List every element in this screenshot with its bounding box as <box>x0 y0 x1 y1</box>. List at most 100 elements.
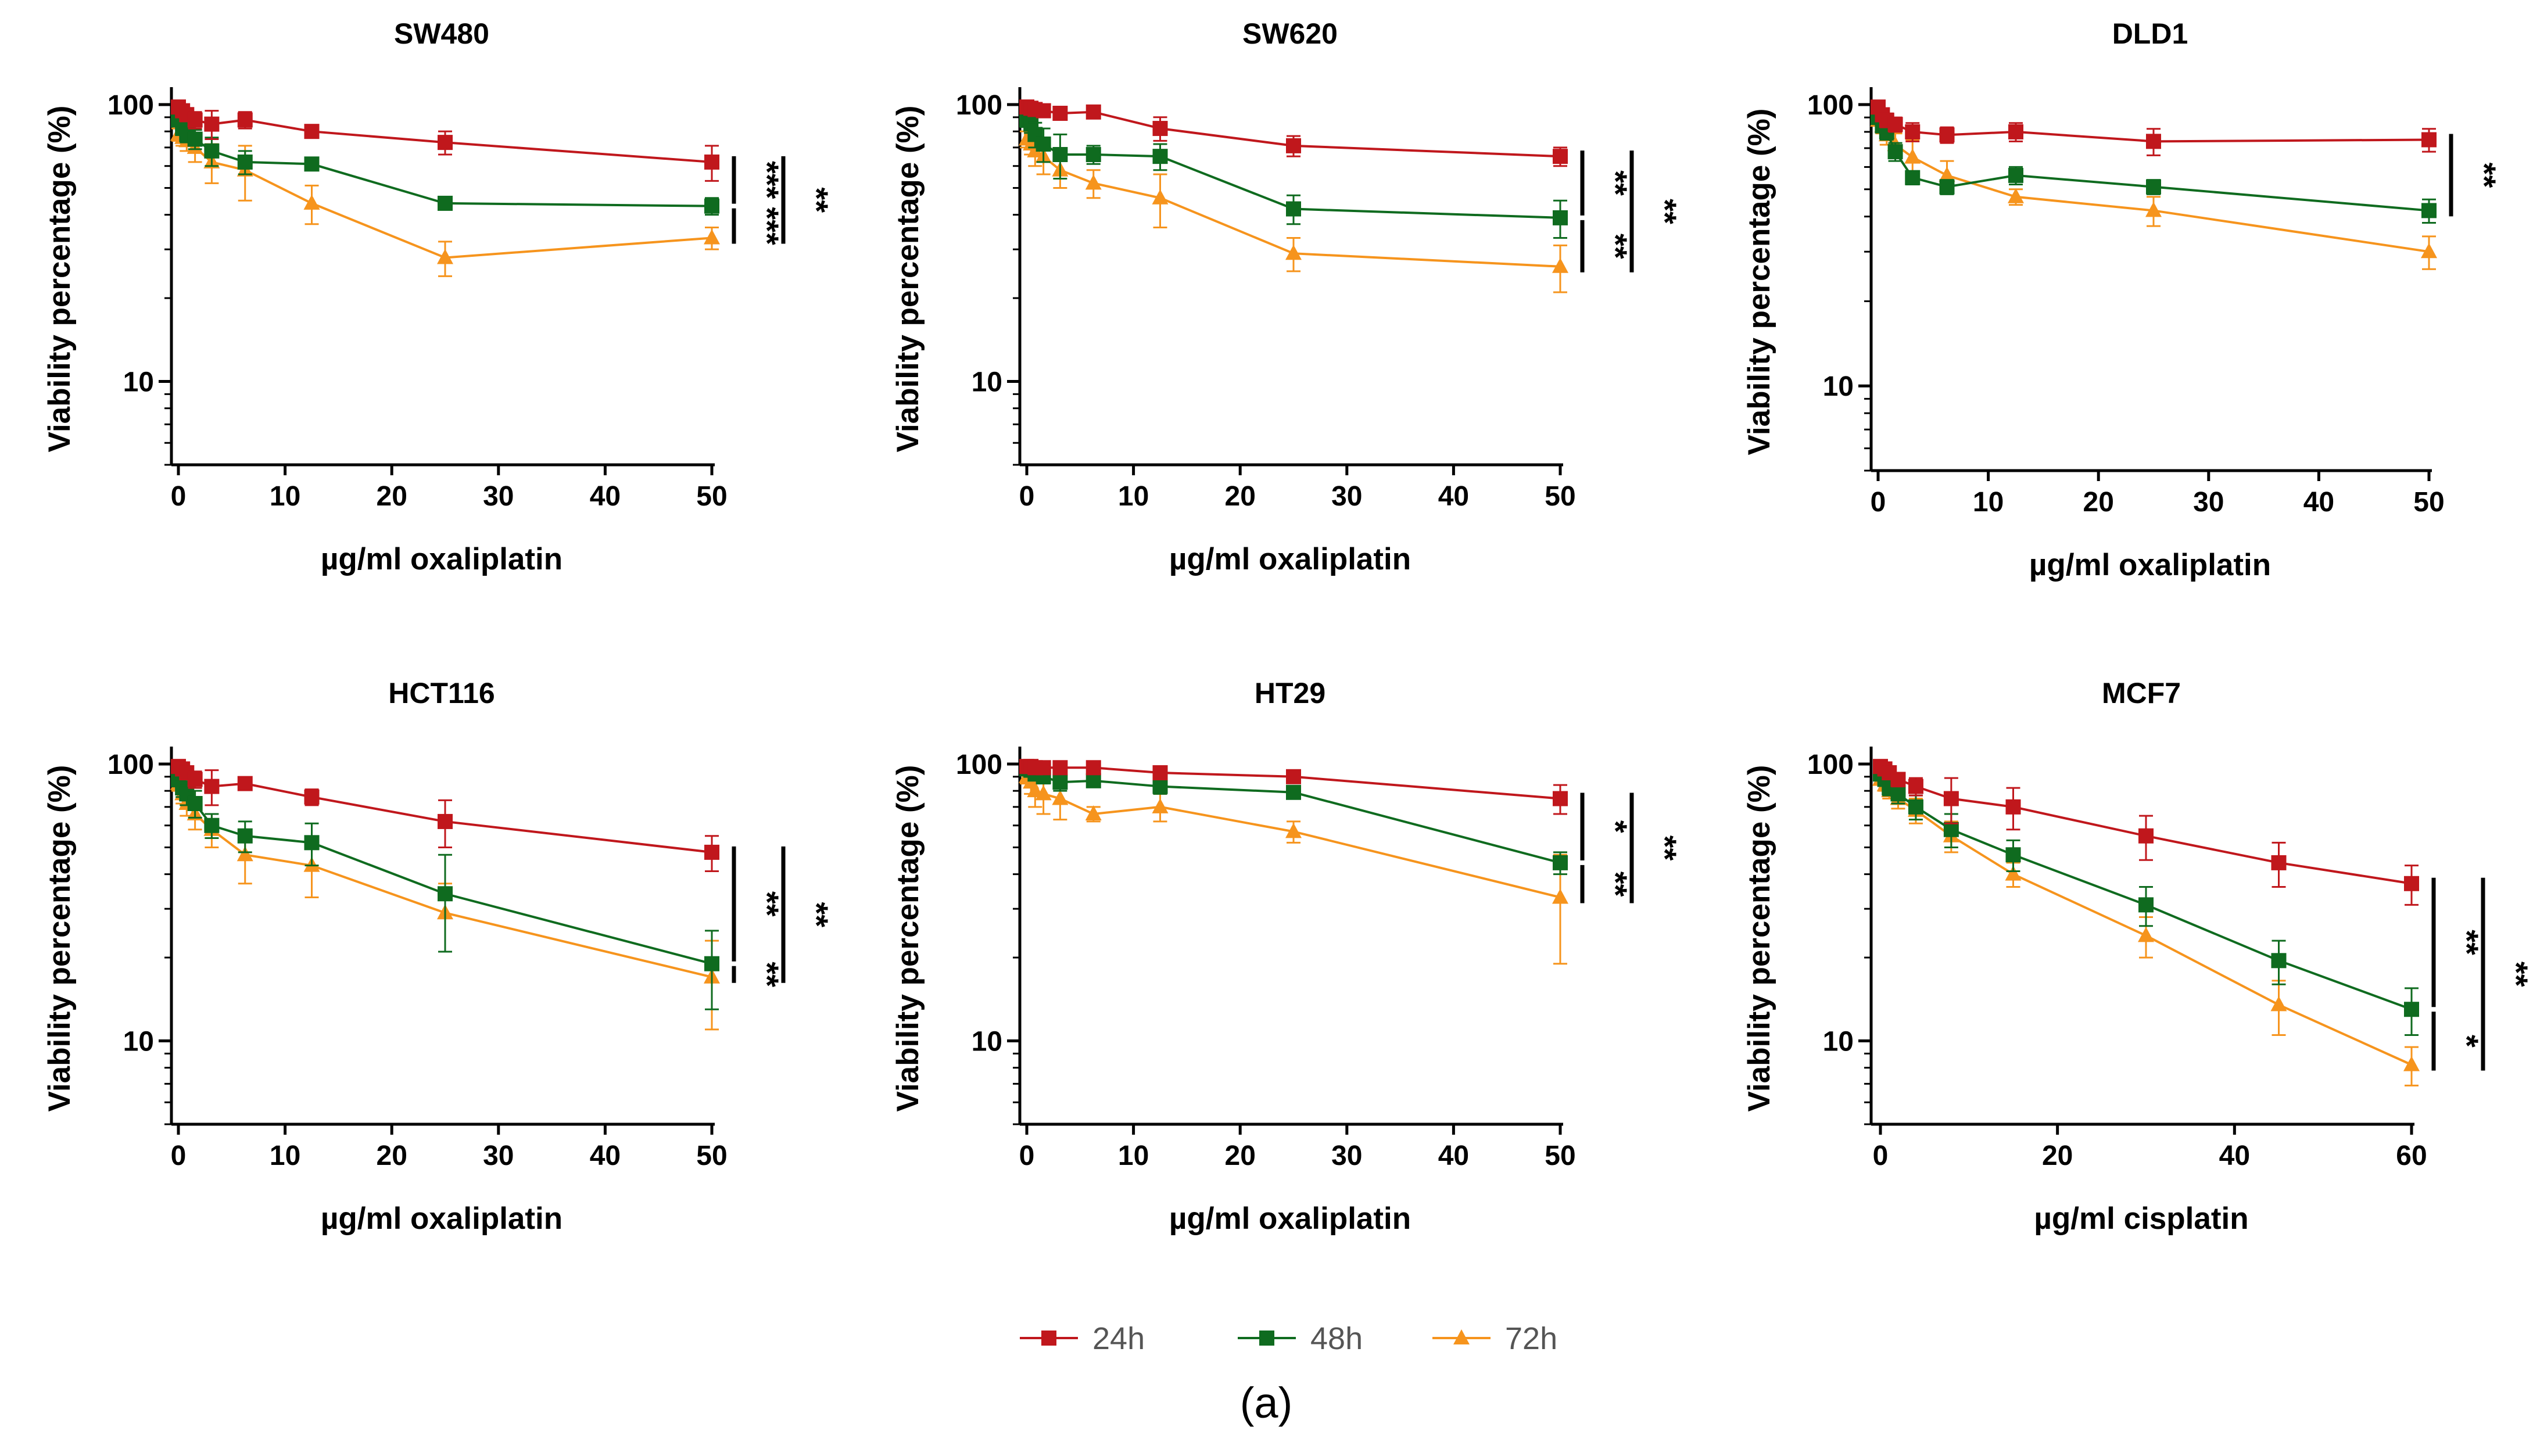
data-point <box>2005 847 2021 863</box>
data-point <box>237 154 253 170</box>
chart-panel-ht29: HT29 10 100 0 10 20 30 40 50 µg/ml oxaliplatin Via… <box>891 677 1683 1236</box>
significance-label: ** <box>2449 930 2485 955</box>
y-tick-label: 10 <box>972 367 1002 398</box>
y-axis-label: Viability percentage (%) <box>1742 109 1776 456</box>
chart-title: MCF7 <box>2102 677 2181 709</box>
data-point <box>1085 805 1102 820</box>
chart-title: HT29 <box>1255 677 1325 709</box>
data-point <box>2005 799 2021 815</box>
chart-panel-dld1: DLD1 10 100 0 10 20 30 40 50 µg/ml oxaliplatin Via… <box>1742 17 2503 582</box>
x-axis-label: µg/ml oxaliplatin <box>1169 542 1411 576</box>
data-point <box>1939 166 1955 182</box>
x-tick-label: 20 <box>1225 481 1256 512</box>
y-tick-label: 10 <box>123 367 154 398</box>
chart-title: DLD1 <box>2112 17 2188 50</box>
x-tick-label: 40 <box>1438 1141 1469 1171</box>
series-72h <box>1019 768 1568 965</box>
x-tick-label: 0 <box>1019 1141 1035 1171</box>
x-tick-label: 0 <box>1873 1141 1889 1171</box>
data-point <box>1286 769 1301 784</box>
data-point <box>1553 791 1568 806</box>
y-tick-label: 100 <box>1807 749 1854 780</box>
x-axis-label: µg/ml oxaliplatin <box>321 542 563 576</box>
y-tick-label: 100 <box>956 90 1002 121</box>
data-point <box>187 131 203 147</box>
y-tick-label: 10 <box>123 1027 154 1057</box>
x-tick-label: 10 <box>1973 487 2004 518</box>
series-48h <box>1019 112 1568 239</box>
data-point <box>2421 243 2437 259</box>
significance-label: *** <box>749 207 786 245</box>
x-tick-label: 30 <box>483 481 514 512</box>
x-axis-label: µg/ml oxaliplatin <box>1169 1202 1411 1236</box>
data-point <box>1904 148 1921 164</box>
data-point <box>2138 828 2154 844</box>
data-point <box>2271 953 2287 969</box>
x-tick-label: 30 <box>1331 481 1362 512</box>
data-point <box>1152 149 1168 164</box>
x-axis-label: µg/ml oxaliplatin <box>2029 548 2271 582</box>
data-point <box>704 154 719 170</box>
x-tick-label: 20 <box>1225 1141 1256 1171</box>
data-point <box>1052 106 1068 121</box>
data-point <box>438 195 453 211</box>
x-tick-label: 50 <box>1545 481 1575 512</box>
x-tick-label: 50 <box>696 481 727 512</box>
data-point <box>2270 996 2287 1012</box>
data-point <box>304 835 320 851</box>
x-tick-label: 0 <box>171 1141 187 1171</box>
data-point <box>237 776 253 791</box>
data-point <box>237 112 253 128</box>
legend-label: 24h <box>1092 1321 1145 1356</box>
data-point <box>1908 779 1923 794</box>
significance-label: ** <box>749 891 786 917</box>
x-tick-label: 10 <box>270 1141 300 1171</box>
data-point <box>1905 170 1921 185</box>
data-point <box>237 846 253 862</box>
significance-label: ** <box>798 902 835 928</box>
chart-title: HCT116 <box>388 677 495 709</box>
x-tick-label: 20 <box>377 1141 407 1171</box>
chart-panel-sw480: SW480 10 100 0 10 20 30 40 50 µg/ml oxaliplatin Vi… <box>42 17 835 576</box>
legend-item-72h: 72h <box>1432 1321 1557 1356</box>
data-point <box>1152 121 1168 137</box>
y-tick-label: 100 <box>956 749 1002 780</box>
data-point <box>204 817 220 833</box>
data-point <box>187 795 203 811</box>
x-tick-label: 40 <box>2219 1141 2250 1171</box>
legend-label: 48h <box>1310 1321 1363 1356</box>
data-point <box>1552 888 1568 904</box>
x-tick-label: 30 <box>2193 487 2224 518</box>
x-tick-label: 40 <box>590 1141 621 1171</box>
y-tick-label: 10 <box>1823 371 1854 402</box>
data-point <box>2271 855 2287 870</box>
legend-item-24h: 24h <box>1020 1321 1145 1356</box>
x-tick-label: 10 <box>1118 481 1149 512</box>
data-point <box>2008 124 2023 139</box>
legend-item-48h: 48h <box>1238 1321 1363 1356</box>
data-point <box>1285 823 1302 838</box>
data-point <box>1553 210 1568 225</box>
data-point <box>1286 201 1301 217</box>
series-48h <box>1873 766 2419 1036</box>
chart-title: SW620 <box>1242 17 1338 50</box>
data-point <box>187 772 203 787</box>
data-point <box>1027 142 1044 157</box>
significance-label: * <box>1597 820 1634 833</box>
data-point <box>304 789 320 805</box>
data-point <box>438 813 453 829</box>
data-point <box>1286 138 1301 153</box>
y-axis-label: Viability percentage (%) <box>42 765 77 1112</box>
data-point <box>1943 791 1959 806</box>
data-point <box>704 229 720 245</box>
data-point <box>2005 865 2022 881</box>
significance-label: ** <box>1597 872 1634 897</box>
data-point <box>1085 174 1102 190</box>
series-24h <box>1871 99 2437 156</box>
x-tick-label: 40 <box>2303 487 2334 518</box>
data-point <box>2404 1002 2419 1017</box>
y-axis-label: Viability percentage (%) <box>891 765 925 1112</box>
data-point <box>1890 772 1906 787</box>
data-point <box>2421 203 2437 218</box>
